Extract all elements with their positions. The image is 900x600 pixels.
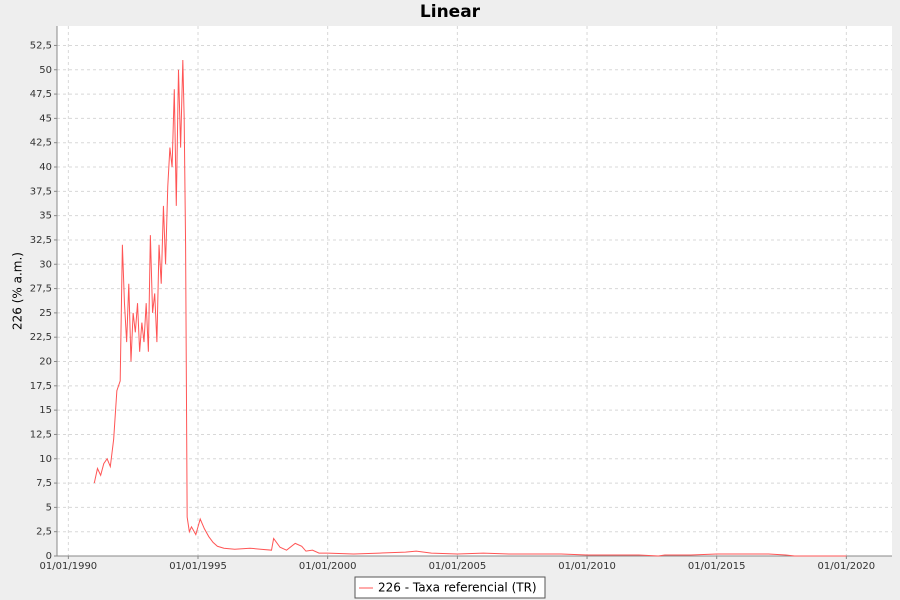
legend-label: 226 - Taxa referencial (TR) [378, 581, 537, 595]
y-tick-label: 37,5 [30, 186, 52, 197]
x-tick-label: 01/01/1990 [40, 561, 98, 572]
x-tick-label: 01/01/2000 [299, 561, 357, 572]
x-tick-label: 01/01/2010 [558, 561, 616, 572]
y-tick-label: 2,5 [36, 527, 52, 538]
y-tick-label: 42,5 [30, 138, 52, 149]
legend [354, 576, 546, 599]
y-tick-label: 0 [46, 551, 52, 562]
y-axis-label: 226 (% a.m.) [11, 252, 25, 330]
data-line [93, 60, 847, 557]
y-tick-label: 40 [39, 162, 52, 173]
y-tick-label: 35 [39, 211, 52, 222]
y-tick-label: 20 [39, 357, 52, 368]
y-tick-label: 32,5 [30, 235, 52, 246]
x-tick-label: 01/01/2020 [818, 561, 876, 572]
y-tick-label: 15 [39, 405, 52, 416]
y-tick-label: 47,5 [30, 89, 52, 100]
x-tick-label: 01/01/2015 [688, 561, 746, 572]
y-tick-label: 27,5 [30, 284, 52, 295]
x-tick-label: 01/01/1995 [169, 561, 227, 572]
y-tick-label: 30 [39, 259, 52, 270]
y-tick-label: 50 [39, 65, 52, 76]
y-tick-label: 12,5 [30, 429, 52, 440]
y-tick-label: 17,5 [30, 381, 52, 392]
y-tick-label: 7,5 [36, 478, 52, 489]
y-tick-label: 52,5 [30, 40, 52, 51]
plot-area [57, 26, 892, 556]
y-tick-label: 25 [39, 308, 52, 319]
y-tick-label: 10 [39, 454, 52, 465]
y-tick-label: 22,5 [30, 332, 52, 343]
y-tick-label: 5 [46, 502, 52, 513]
chart-title: Linear [420, 2, 481, 22]
x-tick-label: 01/01/2005 [429, 561, 487, 572]
y-tick-label: 45 [39, 113, 52, 124]
